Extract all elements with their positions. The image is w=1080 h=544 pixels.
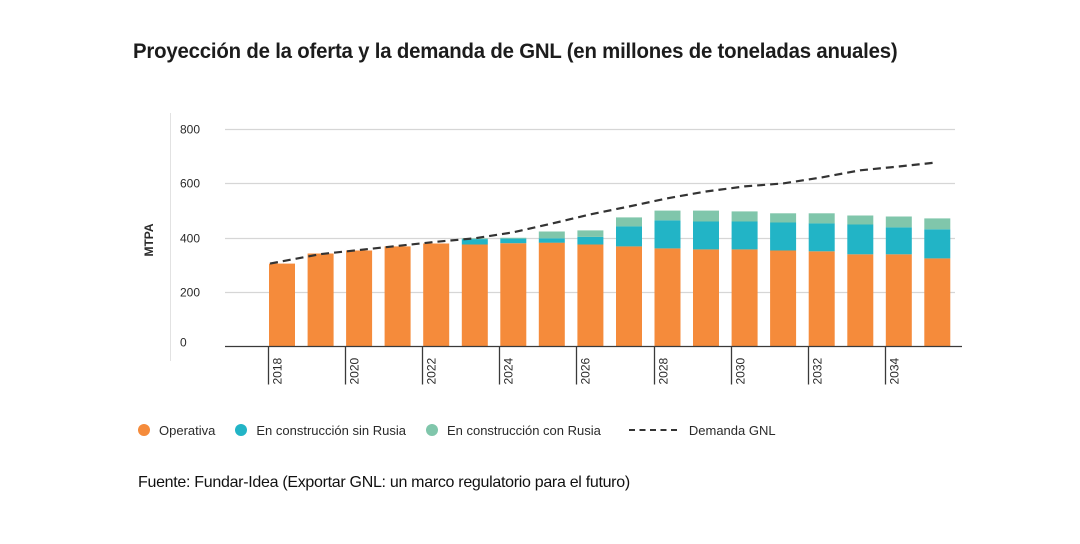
x-tick-label: 2022	[425, 357, 439, 384]
bar-operativa	[307, 253, 334, 347]
x-axis: 2018 2020 2022 2024 2026 2028 2030 2032 2034	[225, 345, 962, 385]
y-tick-label: 600	[180, 177, 200, 191]
bar-operativa	[731, 249, 758, 347]
bar-stack-2029	[693, 210, 719, 347]
legend-swatch-operativa-icon	[138, 424, 150, 436]
bar-con_rusia	[847, 215, 874, 225]
bar-con_rusia	[654, 210, 681, 221]
bar-stack-2022	[423, 243, 450, 347]
bar-stack-2034	[885, 216, 912, 347]
bar-sin_rusia	[693, 221, 719, 250]
x-tick-label: 2032	[811, 357, 825, 384]
bar-sin_rusia	[461, 239, 488, 245]
legend-item-operativa: Operativa	[138, 423, 215, 438]
bar-operativa	[924, 258, 951, 347]
bar-sin_rusia	[808, 223, 835, 252]
bar-operativa	[269, 263, 295, 347]
bar-con_rusia	[924, 218, 951, 230]
x-tick-label: 2034	[888, 357, 902, 384]
legend-label: En construcción sin Rusia	[256, 422, 406, 438]
bar-stack-2030	[731, 211, 758, 347]
bar-stack-2026	[577, 230, 604, 347]
x-tick-label: 2024	[502, 357, 516, 384]
legend-item-con-rusia: En construcción con Rusia	[425, 422, 601, 438]
bar-stack-2035	[924, 218, 951, 347]
demand-line	[269, 161, 938, 265]
y-axis-label: MTPA	[142, 223, 156, 256]
bar-operativa	[461, 244, 488, 347]
y-tick-labels: 0 200 400 600 800	[180, 123, 200, 350]
bar-con_rusia	[500, 237, 527, 239]
bar-sin_rusia	[577, 236, 604, 245]
legend-label: En construcción con Rusia	[446, 422, 601, 438]
x-tick-label: 2026	[579, 357, 593, 384]
bar-stack-2024	[500, 237, 527, 347]
bar-con_rusia	[616, 217, 642, 227]
bar-operativa	[654, 248, 681, 347]
bar-operativa	[885, 254, 912, 347]
y-tick-label: 0	[180, 336, 187, 350]
chart-title: Proyección de la oferta y la demanda de …	[133, 40, 898, 63]
source-note: Fuente: Fundar-Idea (Exportar GNL: un ma…	[138, 474, 630, 491]
legend-swatch-con-rusia-icon	[425, 424, 438, 436]
bar-stack-2019	[307, 253, 334, 347]
x-tick-label: 2030	[734, 357, 748, 384]
bar-con_rusia	[461, 238, 488, 240]
y-tick-label: 200	[180, 286, 200, 300]
bar-stack-2023	[461, 238, 488, 347]
bar-sin_rusia	[538, 238, 565, 243]
bar-stack-2027	[616, 217, 642, 347]
bar-stack-2032	[808, 213, 835, 347]
legend-dash-line-icon	[628, 429, 677, 431]
bar-sin_rusia	[885, 227, 912, 255]
bar-stack-2018	[269, 263, 295, 347]
bar-con_rusia	[808, 213, 835, 224]
bar-stack-2020	[346, 250, 373, 347]
bar-stack-2021	[384, 246, 411, 347]
demand-series-line	[269, 161, 938, 265]
bar-operativa	[423, 243, 450, 347]
bar-con_rusia	[538, 231, 565, 239]
bar-stack-2033	[847, 215, 874, 347]
x-tick-label: 2028	[657, 357, 671, 384]
legend-label: Demanda GNL	[688, 422, 776, 438]
bar-sin_rusia	[654, 220, 681, 249]
legend-swatch-sin-rusia-icon	[235, 424, 248, 436]
bar-con_rusia	[770, 213, 797, 223]
bars	[269, 210, 951, 347]
bar-con_rusia	[731, 211, 758, 222]
bar-operativa	[346, 250, 373, 347]
bar-operativa	[577, 244, 604, 347]
bar-sin_rusia	[500, 238, 527, 244]
bar-sin_rusia	[770, 222, 797, 251]
bar-operativa	[538, 242, 565, 347]
bar-stack-2025	[538, 231, 565, 347]
bar-operativa	[770, 250, 797, 347]
y-tick-label: 400	[180, 232, 200, 246]
legend-label: Operativa	[159, 422, 216, 438]
bar-operativa	[500, 243, 527, 347]
bar-operativa	[847, 254, 874, 347]
bar-operativa	[384, 246, 411, 347]
legend: Operativa En construcción sin Rusia En c…	[138, 420, 796, 440]
y-tick-label: 800	[180, 123, 200, 137]
bar-operativa	[616, 246, 642, 347]
bar-con_rusia	[577, 230, 604, 237]
legend-item-sin-rusia: En construcción sin Rusia	[235, 423, 406, 438]
bar-con_rusia	[885, 216, 912, 228]
legend-item-demanda: Demanda GNL	[621, 423, 776, 438]
bar-stack-2031	[770, 213, 797, 347]
bar-stack-2028	[654, 210, 681, 347]
x-tick-label: 2020	[348, 357, 362, 384]
x-tick-label: 2018	[271, 357, 285, 384]
bar-sin_rusia	[731, 221, 758, 250]
bar-sin_rusia	[847, 224, 874, 255]
bar-operativa	[693, 249, 719, 347]
bar-sin_rusia	[616, 226, 642, 247]
bar-operativa	[808, 251, 835, 347]
bar-sin_rusia	[924, 229, 951, 259]
bar-con_rusia	[693, 210, 719, 222]
